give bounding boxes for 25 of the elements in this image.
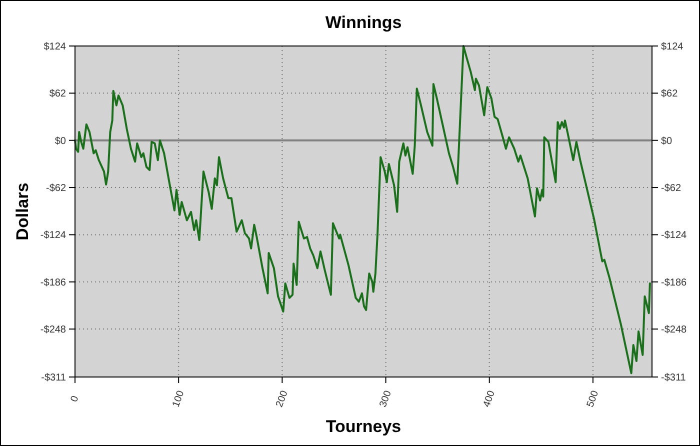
y-axis-title: Dollars: [13, 182, 32, 240]
chart-title: Winnings: [325, 13, 402, 32]
y-tick-label: -$62: [46, 183, 66, 194]
y2-tick-label: -$186: [661, 277, 688, 288]
y2-tick-label: -$248: [661, 324, 688, 336]
y2-tick-label: $62: [661, 88, 678, 100]
y2-tick-label: $124: [661, 42, 684, 52]
y-tick-label: -$124: [40, 230, 66, 242]
x-tick-label: 400: [481, 388, 498, 409]
y2-tick-label: $0: [661, 136, 673, 147]
y2-tick-label: -$124: [661, 230, 688, 242]
y-tick-label: $124: [44, 42, 66, 52]
y-tick-label: -$311: [41, 372, 66, 384]
x-axis-title: Tourneys: [326, 417, 402, 436]
y2-tick-label: -$62: [661, 183, 682, 194]
y-tick-label: -$248: [40, 324, 66, 336]
y-tick-label: $0: [54, 136, 66, 147]
y-tick-label: -$186: [40, 277, 66, 288]
x-tick-label: 0: [69, 394, 82, 404]
y-tick-label: $62: [49, 88, 66, 100]
x-tick-label: 500: [585, 388, 602, 409]
x-tick-label: 100: [170, 388, 187, 409]
x-tick-label: 300: [378, 388, 394, 409]
x-tick-label: 200: [274, 388, 290, 409]
y2-tick-label: -$311: [661, 372, 686, 384]
